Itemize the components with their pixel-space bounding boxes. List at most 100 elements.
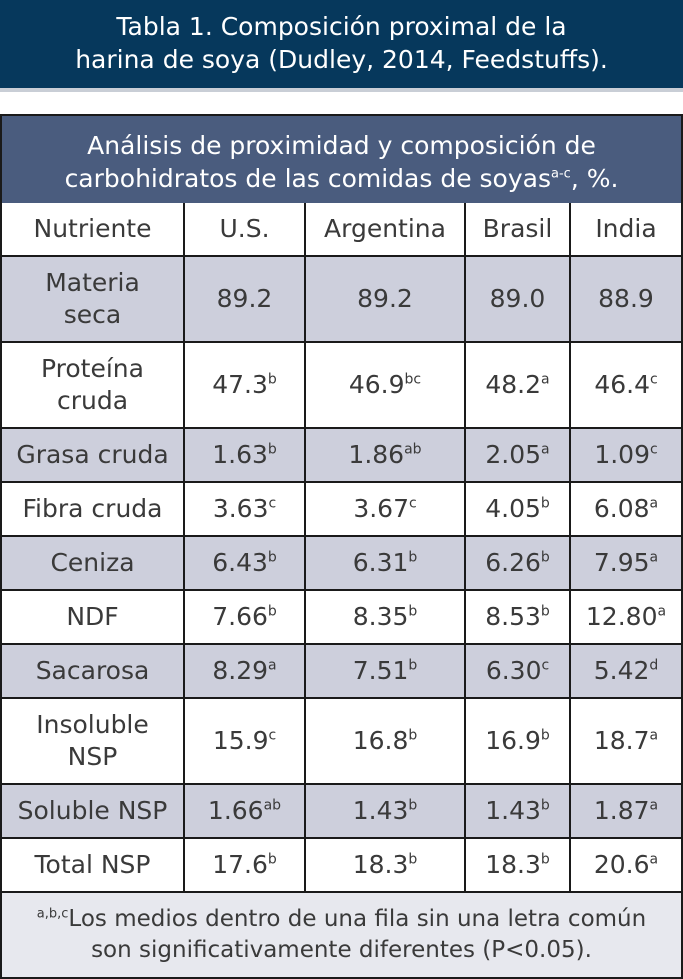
- value-cell: 2.05a: [464, 427, 571, 483]
- value-number: 6.43: [212, 548, 268, 577]
- value-number: 46.9: [348, 370, 405, 399]
- nutrient-name-line-1: Fibra cruda: [22, 494, 163, 523]
- value-cell: 6.31b: [304, 535, 466, 591]
- value-cell: 1.43b: [464, 783, 571, 839]
- value-cell: 15.9c: [183, 697, 306, 785]
- title-line-2: harina de soya (Dudley, 2014, Feedstuffs…: [75, 45, 608, 74]
- value-number: 8.35: [352, 602, 409, 631]
- value-number: 46.4: [594, 370, 650, 399]
- nutrient-name-line-1: Materia: [45, 268, 140, 297]
- column-header-row: Nutriente U.S. Argentina Brasil India: [2, 203, 681, 257]
- value-superscript: b: [267, 851, 277, 868]
- value-superscript: a: [649, 495, 659, 512]
- value-number: 1.87: [593, 796, 650, 825]
- value-cell: 3.67c: [304, 481, 466, 537]
- table-header-line-2-suffix: , %.: [570, 164, 619, 193]
- value-number: 7.95: [593, 548, 650, 577]
- footnote-line-1: a,b,cLos medios dentro de una fila sin u…: [2, 904, 681, 935]
- value-cell: 18.3b: [304, 837, 466, 893]
- value-cell: 89.2: [183, 255, 306, 343]
- value-superscript: a: [541, 371, 550, 388]
- value-cell: 89.0: [464, 255, 571, 343]
- value-superscript: a: [541, 441, 550, 458]
- nutrient-name-line-1: Grasa cruda: [16, 440, 169, 469]
- value-cell: 1.87a: [569, 783, 681, 839]
- value-cell: 4.05b: [464, 481, 571, 537]
- value-superscript: bc: [404, 371, 422, 388]
- table-row: Total NSP 17.6b 18.3b 18.3b 20.6a: [2, 837, 681, 893]
- value-superscript: b: [267, 441, 277, 458]
- value-superscript: b: [267, 549, 277, 566]
- value-superscript: c: [649, 441, 658, 458]
- value-number: 5.42: [593, 656, 650, 685]
- value-number: 1.63: [212, 440, 268, 469]
- value-number: 88.9: [598, 284, 654, 313]
- value-number: 48.2: [485, 370, 542, 399]
- value-cell: 1.09c: [569, 427, 681, 483]
- value-cell: 7.51b: [304, 643, 466, 699]
- value-superscript: c: [649, 371, 658, 388]
- table-header-line-2-text: carbohidratos de las comidas de soyas: [64, 164, 551, 193]
- value-superscript: b: [408, 851, 418, 868]
- value-number: 8.29: [212, 656, 269, 685]
- value-cell: 6.30c: [464, 643, 571, 699]
- value-cell: 6.43b: [183, 535, 306, 591]
- value-superscript: a: [657, 603, 667, 620]
- value-cell: 89.2: [304, 255, 466, 343]
- column-header: Argentina: [304, 203, 466, 257]
- table-row: NDF 7.66b 8.35b 8.53b 12.80a: [2, 589, 681, 645]
- nutrient-name: Insoluble NSP: [2, 697, 185, 785]
- table-row: Proteína cruda 47.3b 46.9bc 48.2a 46.4c: [2, 341, 681, 429]
- value-superscript: a: [649, 851, 659, 868]
- value-cell: 7.66b: [183, 589, 306, 645]
- value-number: 16.9: [485, 726, 541, 755]
- value-superscript: b: [540, 549, 550, 566]
- value-superscript: ab: [404, 441, 422, 458]
- nutrient-name-line-1: Insoluble: [36, 710, 149, 739]
- value-superscript: b: [408, 603, 418, 620]
- value-cell: 8.29a: [183, 643, 306, 699]
- title-divider: [0, 88, 683, 92]
- table-row: Grasa cruda 1.63b 1.86ab 2.05a 1.09c: [2, 427, 681, 483]
- value-superscript: b: [540, 797, 550, 814]
- value-number: 4.05: [485, 494, 541, 523]
- nutrient-name-line-2: seca: [63, 300, 122, 329]
- value-cell: 1.86ab: [304, 427, 466, 483]
- value-cell: 20.6a: [569, 837, 681, 893]
- value-number: 1.43: [352, 796, 409, 825]
- value-cell: 1.43b: [304, 783, 466, 839]
- value-number: 6.31: [352, 548, 409, 577]
- value-superscript: b: [267, 603, 277, 620]
- table-row: Sacarosa 8.29a 7.51b 6.30c 5.42d: [2, 643, 681, 699]
- footnote-superscript: a,b,c: [36, 906, 69, 922]
- value-cell: 12.80a: [569, 589, 681, 645]
- value-superscript: a: [649, 797, 659, 814]
- value-number: 12.80: [585, 602, 658, 631]
- nutrient-name-line-2: cruda: [56, 386, 129, 415]
- nutrient-name: Soluble NSP: [2, 783, 185, 839]
- nutrient-name: Total NSP: [2, 837, 185, 893]
- nutrient-name-line-2: NSP: [67, 742, 118, 771]
- nutrient-name: Ceniza: [2, 535, 185, 591]
- value-number: 1.86: [348, 440, 405, 469]
- nutrient-name-line-1: Soluble NSP: [17, 796, 168, 825]
- value-cell: 17.6b: [183, 837, 306, 893]
- value-number: 20.6: [593, 850, 650, 879]
- value-cell: 8.35b: [304, 589, 466, 645]
- table-row: Ceniza 6.43b 6.31b 6.26b 7.95a: [2, 535, 681, 591]
- value-superscript: a: [649, 727, 659, 744]
- value-number: 89.2: [216, 284, 273, 313]
- nutrient-table: Análisis de proximidad y composición de …: [0, 114, 683, 979]
- value-number: 89.0: [489, 284, 546, 313]
- title-line-1: Tabla 1. Composición proximal de la: [116, 12, 567, 41]
- value-number: 1.09: [594, 440, 650, 469]
- value-superscript: c: [268, 727, 277, 744]
- table-row: Soluble NSP 1.66ab 1.43b 1.43b 1.87a: [2, 783, 681, 839]
- nutrient-name: NDF: [2, 589, 185, 645]
- value-superscript: b: [540, 495, 550, 512]
- nutrient-name-line-1: Total NSP: [34, 850, 151, 879]
- value-number: 47.3: [212, 370, 268, 399]
- value-superscript: a: [268, 657, 277, 674]
- table-row: Insoluble NSP 15.9c 16.8b 16.9b 18.7a: [2, 697, 681, 785]
- value-superscript: b: [408, 797, 418, 814]
